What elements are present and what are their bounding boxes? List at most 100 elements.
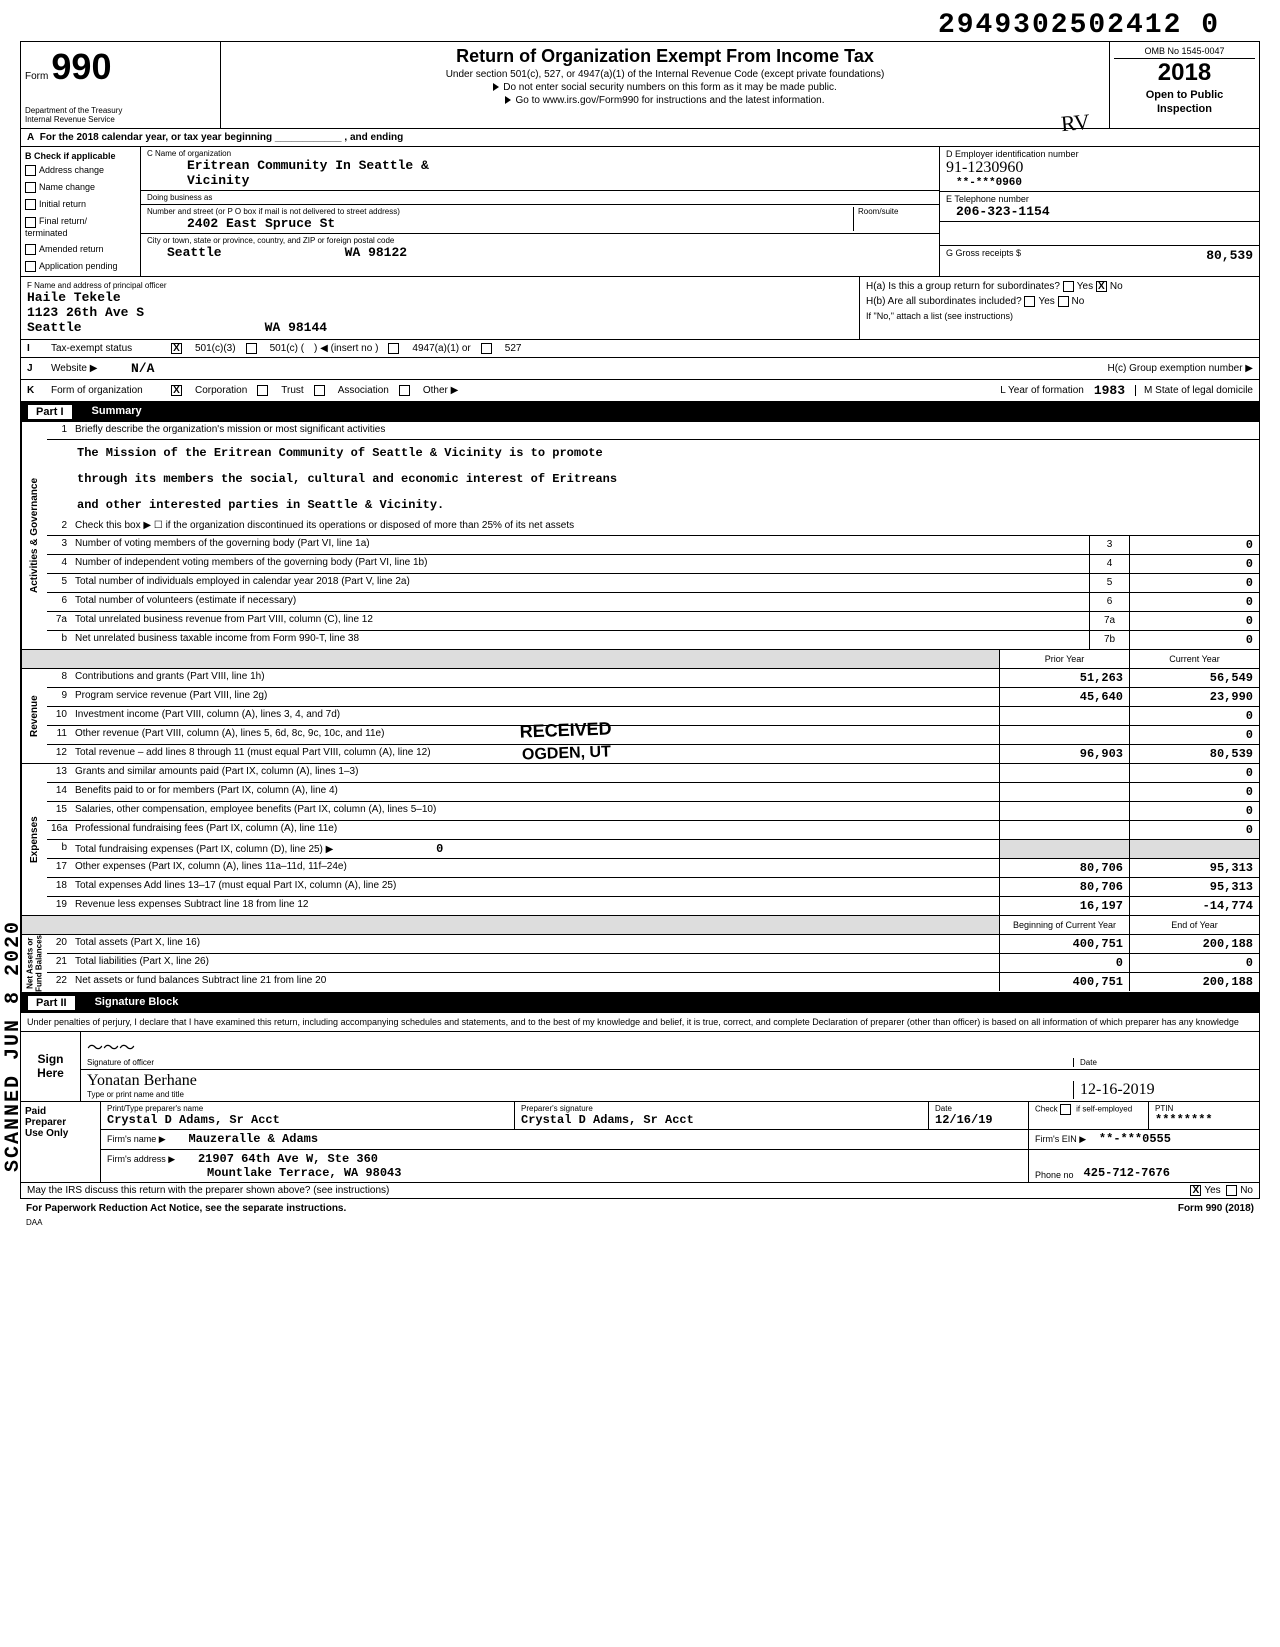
chk-pending[interactable] <box>25 261 36 272</box>
c20: 200,188 <box>1129 935 1259 953</box>
c21: 0 <box>1129 954 1259 972</box>
v7a: 0 <box>1129 612 1259 630</box>
signature-block: Under penalties of perjury, I declare th… <box>20 1013 1260 1102</box>
chk-address[interactable] <box>25 165 36 176</box>
l8: Contributions and grants (Part VIII, lin… <box>71 669 999 687</box>
c8: 56,549 <box>1129 669 1259 687</box>
hc-label: H(c) Group exemption number ▶ <box>1107 363 1253 374</box>
l18: Total expenses Add lines 13–17 (must equ… <box>71 878 999 896</box>
chk-selfemp[interactable] <box>1060 1104 1071 1115</box>
side-ag: Activities & Governance <box>21 422 47 649</box>
c9: 23,990 <box>1129 688 1259 706</box>
c13: 0 <box>1129 764 1259 782</box>
chk-501c3[interactable]: X <box>171 343 182 354</box>
f-stzip: WA 98144 <box>85 320 327 335</box>
open2: Inspection <box>1114 103 1255 115</box>
year: 2018 <box>1114 59 1255 87</box>
l7a: Total unrelated business revenue from Pa… <box>71 612 1089 630</box>
addr-label: Number and street (or P O box if mail is… <box>147 207 853 216</box>
chk-amended[interactable] <box>25 244 36 255</box>
chk-name[interactable] <box>25 182 36 193</box>
col-b: B Check if applicable Address change Nam… <box>21 147 141 276</box>
summary: Activities & Governance 1Briefly describ… <box>20 422 1260 993</box>
c-name2: Vicinity <box>147 173 933 188</box>
footer: For Paperwork Reduction Act Notice, see … <box>20 1199 1260 1218</box>
block-bcde: B Check if applicable Address change Nam… <box>20 147 1260 277</box>
col-c: C Name of organization Eritrean Communit… <box>141 147 939 276</box>
chk-501c[interactable] <box>246 343 257 354</box>
e-label: E Telephone number <box>946 194 1253 204</box>
side-exp: Expenses <box>21 764 47 915</box>
discuss-no[interactable] <box>1226 1185 1237 1196</box>
discuss-yes[interactable]: X <box>1190 1185 1201 1196</box>
header-left: Form 990 Department of the Treasury Inte… <box>21 42 221 128</box>
firm-name: Mauzeralle & Adams <box>168 1132 318 1146</box>
ha-yes[interactable] <box>1063 281 1074 292</box>
chk-assoc[interactable] <box>314 385 325 396</box>
v7b: 0 <box>1129 631 1259 649</box>
p20: 400,751 <box>999 935 1129 953</box>
mission-3: and other interested parties in Seattle … <box>47 492 1259 518</box>
v5: 0 <box>1129 574 1259 592</box>
header-right: OMB No 1545-0047 2018 Open to Public Ins… <box>1109 42 1259 128</box>
footer-discuss: May the IRS discuss this return with the… <box>20 1183 1260 1199</box>
l14: Benefits paid to or for members (Part IX… <box>71 783 999 801</box>
c10: 0 <box>1129 707 1259 725</box>
open1: Open to Public <box>1114 89 1255 101</box>
hb-label: H(b) Are all subordinates included? <box>866 296 1022 307</box>
header-note2: Go to www.irs.gov/Form990 for instructio… <box>225 95 1105 106</box>
l4: Number of independent voting members of … <box>71 555 1089 573</box>
form-ref: Form 990 (2018) <box>1178 1203 1254 1214</box>
chk-527[interactable] <box>481 343 492 354</box>
l1: Briefly describe the organization's miss… <box>71 422 1259 439</box>
prep-name: Crystal D Adams, Sr Acct <box>107 1113 280 1127</box>
part-ii-title: Signature Block <box>95 996 179 1010</box>
hb-yes[interactable] <box>1024 296 1035 307</box>
sign-label: Sign <box>38 1052 64 1066</box>
form-label: Form <box>25 71 48 82</box>
header-title: Return of Organization Exempt From Incom… <box>225 46 1105 67</box>
website: N/A <box>131 361 154 376</box>
prep-sig-label: Preparer's signature <box>521 1104 922 1113</box>
received-stamp: RECEIVED OGDEN, UT <box>519 718 612 764</box>
paid-label: Paid <box>25 1106 96 1117</box>
row-f: F Name and address of principal officer … <box>20 277 1260 340</box>
chk-initial[interactable] <box>25 199 36 210</box>
part-i-title: Summary <box>92 405 142 419</box>
p9: 45,640 <box>999 688 1129 706</box>
l19: Revenue less expenses Subtract line 18 f… <box>71 897 999 915</box>
hb-no[interactable] <box>1058 296 1069 307</box>
p10 <box>999 707 1129 725</box>
l15: Salaries, other compensation, employee b… <box>71 802 999 820</box>
p19: 16,197 <box>999 897 1129 915</box>
l5: Total number of individuals employed in … <box>71 574 1089 592</box>
m-label: M State of legal domicile <box>1135 385 1253 396</box>
p8: 51,263 <box>999 669 1129 687</box>
d-label: D Employer identification number <box>946 149 1253 159</box>
preparer-label: Preparer <box>25 1117 96 1128</box>
hdr-curr: Current Year <box>1129 650 1259 668</box>
prep-date-label: Date <box>935 1104 1022 1113</box>
preparer-block: Paid Preparer Use Only Print/Type prepar… <box>20 1102 1260 1183</box>
chk-trust[interactable] <box>257 385 268 396</box>
omb: OMB No 1545-0047 <box>1114 46 1255 59</box>
b-item-2: Initial return <box>39 199 86 209</box>
sig-declaration: Under penalties of perjury, I declare th… <box>21 1013 1259 1032</box>
firm-ein-label: Firm's EIN ▶ <box>1035 1134 1086 1144</box>
f-city: Seattle <box>27 320 82 335</box>
firm-ein: **-***0555 <box>1089 1132 1171 1146</box>
ha-no[interactable]: X <box>1096 281 1107 292</box>
officer-signature[interactable]: ～～～ <box>87 1034 1073 1058</box>
prep-phone: 425-712-7676 <box>1074 1166 1170 1180</box>
chk-other[interactable] <box>399 385 410 396</box>
g-val: 80,539 <box>1206 248 1253 263</box>
l2: Check this box ▶ ☐ if the organization d… <box>71 518 1259 535</box>
yr-label: L Year of formation <box>1000 385 1084 396</box>
l20: Total assets (Part X, line 16) <box>71 935 999 953</box>
v6: 0 <box>1129 593 1259 611</box>
header-mid: Return of Organization Exempt From Incom… <box>221 42 1109 128</box>
chk-4947[interactable] <box>388 343 399 354</box>
chk-corp[interactable]: X <box>171 385 182 396</box>
ein: 91-1230960 <box>946 159 1253 177</box>
chk-final[interactable] <box>25 217 36 228</box>
